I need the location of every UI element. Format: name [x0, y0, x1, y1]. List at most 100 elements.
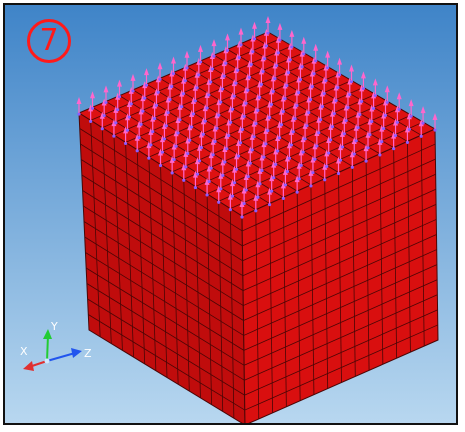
load-node-marker [315, 144, 319, 148]
load-arrow [326, 136, 332, 155]
load-arrow [239, 200, 245, 219]
graphics-viewport[interactable]: Y X Z 7 [3, 3, 458, 425]
load-arrow-head [282, 167, 288, 175]
load-node-marker [302, 52, 306, 56]
load-node-marker [246, 174, 250, 179]
load-arrow [349, 64, 354, 84]
load-arrow [130, 73, 136, 93]
load-node-marker [291, 130, 295, 134]
load-arrow-head [337, 57, 343, 65]
load-arrow-head [236, 138, 242, 146]
load-node-marker [141, 109, 145, 113]
load-arrow [76, 97, 82, 116]
load-arrow-head [324, 149, 330, 157]
load-node-marker [239, 42, 243, 47]
load-arrow-head [148, 127, 154, 135]
load-arrow [157, 62, 163, 81]
left-mesh-line [85, 252, 245, 351]
load-node-marker [209, 80, 213, 84]
load-arrow-head [294, 175, 300, 183]
load-node-marker [244, 101, 248, 105]
load-arrow [420, 106, 426, 125]
load-node-marker [193, 99, 197, 103]
load-arrow [284, 154, 290, 174]
load-node-marker [153, 116, 157, 121]
load-arrow-head [253, 193, 259, 201]
load-node-marker [249, 62, 253, 66]
load-arrow-head [252, 21, 257, 29]
load-arrow [185, 136, 191, 156]
load-node-marker [356, 125, 360, 130]
load-node-marker [285, 169, 290, 174]
load-arrow-head [239, 200, 245, 207]
load-arrow [308, 168, 314, 188]
model-view-canvas[interactable]: Y X Z [5, 5, 458, 425]
load-node-marker [209, 166, 213, 170]
load-node-marker [129, 102, 133, 106]
load-arrow [173, 129, 179, 148]
load-arrow [229, 179, 235, 198]
left-mesh-line [206, 193, 212, 405]
right-mesh-line [351, 166, 356, 377]
right-mesh-line [379, 153, 384, 365]
load-arrow [158, 148, 163, 168]
load-arrow [224, 131, 230, 151]
load-node-marker [184, 165, 188, 169]
load-arrow [211, 39, 217, 58]
load-node-marker [248, 161, 252, 165]
load-arrow-head [265, 16, 271, 23]
cube-left-face[interactable] [78, 112, 246, 425]
load-arrow [192, 170, 198, 190]
load-arrow-head [134, 133, 140, 141]
load-arrow [208, 151, 214, 170]
load-node-marker [405, 140, 410, 145]
load-node-marker [166, 110, 170, 115]
load-node-marker [361, 86, 366, 91]
load-arrow [384, 85, 390, 104]
load-node-marker [212, 54, 216, 58]
pressure-load-arrows [76, 16, 438, 219]
load-node-marker [385, 100, 389, 104]
load-node-marker [168, 97, 172, 102]
load-node-marker [254, 121, 258, 126]
load-arrow [275, 134, 281, 153]
load-node-marker [117, 95, 122, 99]
load-arrow-head [123, 126, 129, 134]
load-node-marker [421, 121, 425, 125]
load-node-marker [270, 189, 274, 193]
load-node-marker [164, 124, 168, 128]
load-arrow [301, 36, 307, 56]
load-node-marker [247, 75, 252, 79]
load-node-marker [322, 91, 326, 96]
load-arrow [247, 146, 253, 165]
load-node-marker [266, 129, 270, 133]
load-node-marker [313, 157, 317, 161]
load-arrow-head [351, 136, 357, 144]
triad-z-label: Z [84, 347, 92, 360]
load-node-marker [383, 113, 388, 117]
load-arrow [198, 44, 203, 64]
load-arrow-head [158, 148, 163, 156]
load-arrow-head [225, 33, 230, 41]
load-node-marker [197, 159, 202, 163]
load-arrow [181, 163, 187, 182]
load-node-marker [419, 134, 423, 138]
load-node-marker [144, 83, 149, 87]
load-node-marker [393, 133, 398, 138]
load-arrow-head [275, 134, 281, 142]
left-mesh-line [84, 236, 244, 336]
load-node-marker [201, 132, 205, 136]
left-mesh-line [86, 283, 245, 381]
load-node-marker [258, 182, 262, 186]
load-arrow-head [301, 36, 307, 44]
load-node-marker [195, 172, 200, 176]
load-node-marker [182, 178, 186, 182]
load-node-marker [395, 120, 399, 124]
load-arrow [241, 186, 247, 206]
load-arrow [280, 181, 286, 200]
load-arrow [148, 127, 154, 147]
load-arrow-head [171, 56, 176, 64]
load-node-marker [272, 176, 276, 180]
load-node-marker [336, 171, 341, 176]
load-node-marker [332, 111, 336, 116]
